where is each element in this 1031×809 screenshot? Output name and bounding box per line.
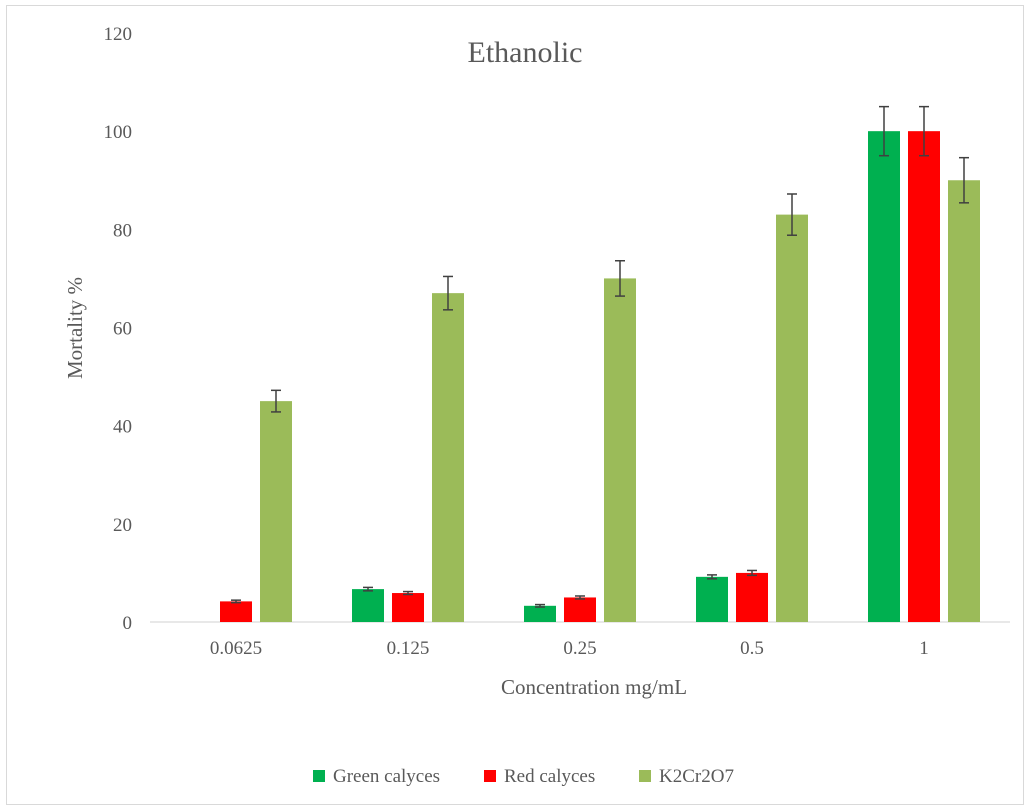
legend-label: K2Cr2O7 [659,766,734,787]
x-tick-label: 1 [919,638,929,659]
legend-label: Red calyces [504,766,595,787]
bar [260,401,292,622]
bar [776,214,808,622]
bar [352,589,384,622]
bar [220,601,252,622]
legend-swatch [639,770,651,782]
error-bar [403,590,413,596]
error-bar [879,105,889,157]
bar [392,593,424,622]
error-bar [787,193,797,236]
y-tick-label: 100 [104,122,133,143]
bar [432,293,464,622]
bar [948,180,980,622]
y-tick-label: 120 [104,24,133,45]
chart-frame [6,5,1024,805]
error-bar [615,259,625,297]
error-bar [959,156,969,204]
error-bar [363,586,373,592]
error-bar [707,574,717,580]
legend-label: Green calyces [333,766,440,787]
y-tick-label: 0 [123,613,133,634]
y-tick-label: 20 [113,515,132,536]
bar [908,131,940,622]
x-axis-label: Concentration mg/mL [501,675,687,699]
y-axis-label: Mortality % [63,277,87,379]
y-tick-label: 40 [113,417,132,438]
error-bar [271,389,281,413]
bar [524,605,556,622]
legend-swatch [484,770,496,782]
bar [696,576,728,622]
y-tick-label: 60 [113,319,132,340]
y-tick-label: 80 [113,220,132,241]
x-tick-label: 0.25 [563,638,596,659]
bar [604,278,636,622]
legend: Green calyces Red calyces K2Cr2O7 [313,766,734,787]
error-bar [443,275,453,311]
error-bar [231,599,241,604]
bar [736,572,768,622]
error-bar [575,595,585,600]
chart-title: Ethanolic [468,36,583,69]
bar [564,597,596,622]
x-tick-label: 0.0625 [210,638,262,659]
error-bar [919,105,929,157]
legend-swatch [313,770,325,782]
error-bar [747,569,757,577]
plot-area: 0 20 40 60 80 100 120 0.0625 0.125 0.25 0.5 1 [104,24,1010,659]
error-bar [535,603,545,608]
x-tick-label: 0.5 [740,638,764,659]
x-tick-label: 0.125 [387,638,430,659]
bar [868,131,900,622]
